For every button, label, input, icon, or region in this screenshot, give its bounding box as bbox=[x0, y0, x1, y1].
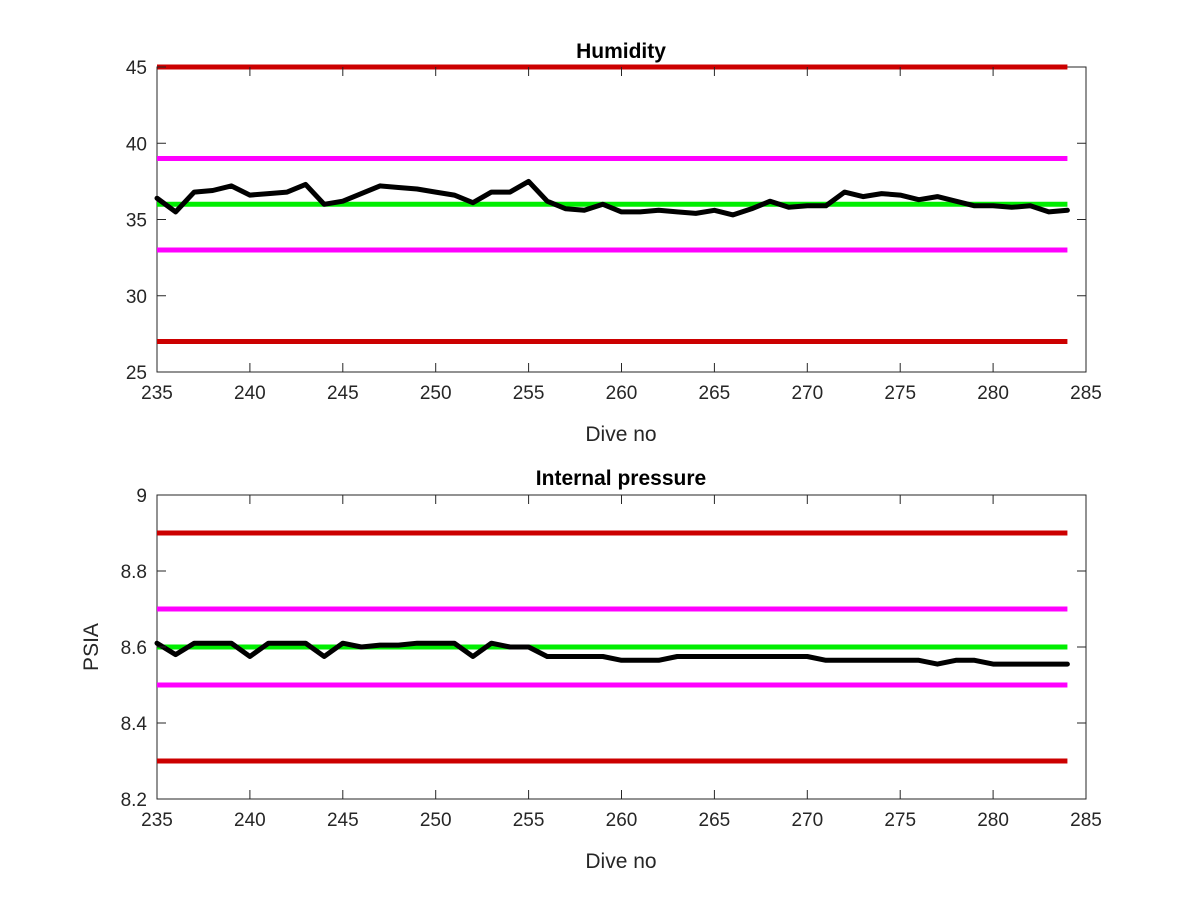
internal-pressure-x-axis-label: Dive no bbox=[585, 850, 656, 873]
internal-pressure-x-tick-label: 240 bbox=[234, 810, 266, 831]
humidity-x-tick-label: 235 bbox=[141, 383, 173, 404]
humidity-chart-title: Humidity bbox=[576, 40, 666, 63]
internal-pressure-y-tick-label: 8.8 bbox=[121, 562, 147, 583]
internal-pressure-x-tick-label: 285 bbox=[1070, 810, 1102, 831]
internal-pressure-x-tick-label: 275 bbox=[884, 810, 916, 831]
internal-pressure-y-tick-label: 9 bbox=[136, 486, 147, 507]
humidity-x-tick-label: 240 bbox=[234, 383, 266, 404]
internal-pressure-series bbox=[154, 640, 1070, 667]
humidity-y-tick-label: 40 bbox=[126, 134, 147, 155]
internal-pressure-y-tick-label: 8.4 bbox=[121, 714, 148, 735]
internal-pressure-y-ticks: 8.2 8.4 8.6 8.8 9 bbox=[121, 486, 1086, 811]
humidity-reference-lines bbox=[157, 64, 1068, 344]
internal-pressure-x-tick-label: 265 bbox=[699, 810, 731, 831]
internal-pressure-x-tick-label: 235 bbox=[141, 810, 173, 831]
humidity-x-tick-label: 250 bbox=[420, 383, 452, 404]
humidity-x-axis-label: Dive no bbox=[585, 423, 656, 446]
humidity-y-tick-label: 30 bbox=[126, 287, 147, 308]
internal-pressure-x-tick-label: 280 bbox=[977, 810, 1009, 831]
internal-pressure-y-axis-label: PSIA bbox=[80, 623, 103, 671]
humidity-x-tick-label: 280 bbox=[977, 383, 1009, 404]
internal-pressure-x-tick-label: 250 bbox=[420, 810, 452, 831]
humidity-y-tick-label: 25 bbox=[126, 363, 147, 384]
humidity-axes-box bbox=[156, 66, 1087, 373]
humidity-series bbox=[154, 178, 1070, 218]
humidity-x-tick-label: 245 bbox=[327, 383, 359, 404]
internal-pressure-x-tick-label: 270 bbox=[791, 810, 823, 831]
humidity-y-tick-label: 45 bbox=[126, 58, 147, 79]
humidity-data-line bbox=[154, 178, 1070, 218]
humidity-chart: 235 240 245 250 255 260 265 270 275 280 285 25 30 35… bbox=[126, 40, 1102, 446]
internal-pressure-chart: 235 240 245 250 255 260 265 270 275 280 285 8.2 8.4… bbox=[80, 467, 1102, 873]
internal-pressure-x-tick-label: 255 bbox=[513, 810, 545, 831]
humidity-x-ticks: 235 240 245 250 255 260 265 270 275 280 285 bbox=[141, 67, 1102, 404]
internal-pressure-x-tick-label: 245 bbox=[327, 810, 359, 831]
internal-pressure-data-line bbox=[154, 640, 1070, 667]
humidity-x-tick-label: 285 bbox=[1070, 383, 1102, 404]
humidity-x-tick-label: 270 bbox=[791, 383, 823, 404]
humidity-x-tick-label: 255 bbox=[513, 383, 545, 404]
humidity-y-tick-label: 35 bbox=[126, 211, 147, 232]
humidity-x-tick-label: 265 bbox=[699, 383, 731, 404]
internal-pressure-chart-title: Internal pressure bbox=[536, 467, 706, 490]
humidity-x-tick-label: 260 bbox=[606, 383, 638, 404]
internal-pressure-x-tick-label: 260 bbox=[606, 810, 638, 831]
humidity-y-ticks: 25 30 35 40 45 bbox=[126, 58, 1086, 384]
internal-pressure-y-tick-label: 8.2 bbox=[121, 790, 147, 811]
internal-pressure-y-tick-label: 8.6 bbox=[121, 638, 147, 659]
internal-pressure-x-ticks: 235 240 245 250 255 260 265 270 275 280 285 bbox=[141, 495, 1102, 831]
humidity-x-tick-label: 275 bbox=[884, 383, 916, 404]
